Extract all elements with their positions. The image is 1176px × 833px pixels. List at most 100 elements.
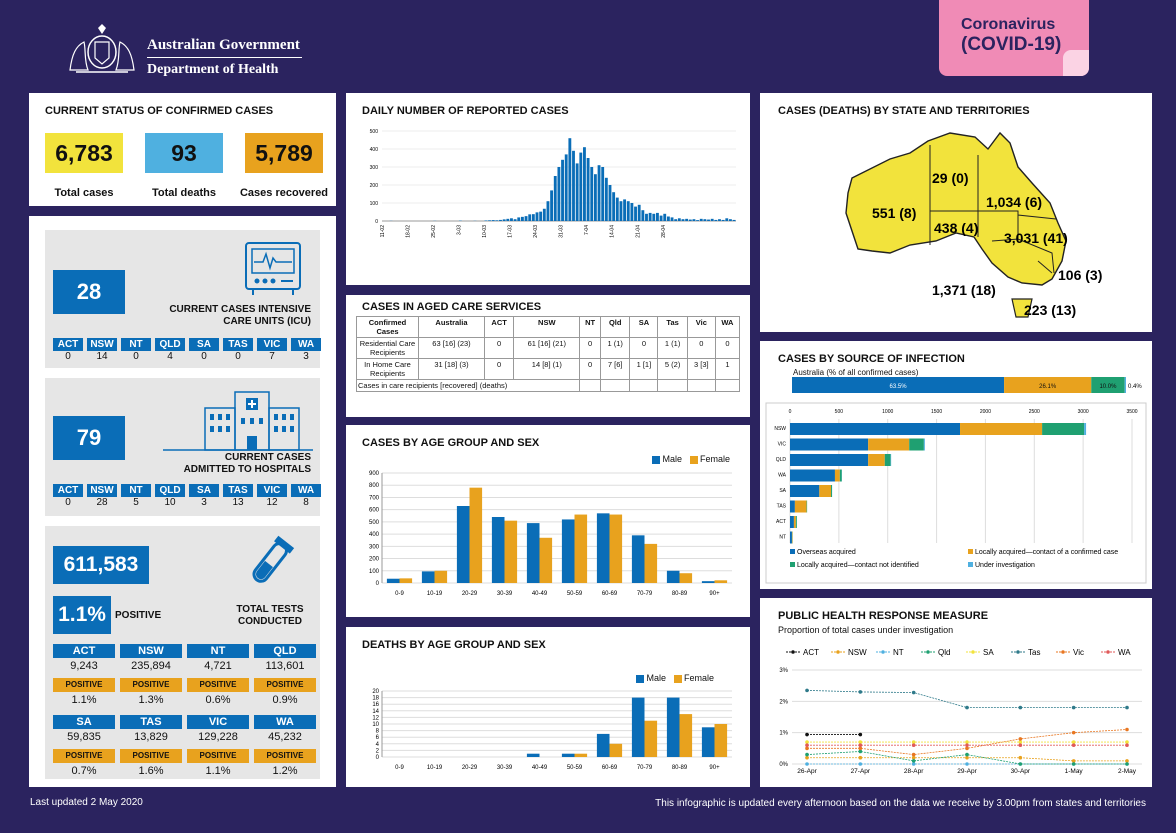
state-count-vic: 12: [266, 497, 278, 508]
x-tick: 80-89: [672, 765, 688, 771]
line-point-wa: [858, 743, 863, 747]
daily-bar: [502, 219, 506, 221]
aged-cell: [657, 379, 688, 392]
state-header-nt: NT: [121, 338, 151, 351]
aged-cell: 0: [579, 358, 601, 380]
daily-bar: [699, 218, 703, 221]
y-tick: 0: [375, 219, 378, 225]
x-tick: 2-May: [1118, 768, 1137, 775]
y-tick: 10: [372, 722, 379, 728]
aged-cell: 0: [714, 337, 741, 359]
legend-label: NSW: [848, 648, 867, 657]
state-count-qld: 4: [167, 351, 173, 362]
y-tick: 4: [376, 742, 380, 748]
test-state-qld: QLD 113,601 POSITIVE 0.9%: [254, 644, 316, 708]
test-count: 4,721: [204, 660, 232, 672]
aged-cell: 31 [18] (3): [418, 358, 485, 380]
y-tick: 2: [376, 748, 380, 754]
map-label-act: 106 (3): [1058, 267, 1102, 283]
aged-cell: 14 [8] (1): [513, 358, 581, 380]
x-tick: 10-19: [427, 591, 443, 597]
x-tick: 30-39: [497, 765, 513, 771]
aged-cell: [579, 379, 601, 392]
legend-label: Tas: [1028, 648, 1040, 657]
deaths-age-panel: DEATHS BY AGE GROUP AND SEX Male Female …: [346, 627, 750, 787]
pct-label: 26.1%: [1039, 384, 1057, 390]
bar-male: [456, 506, 470, 583]
legend-marker: [791, 650, 795, 654]
x-tick: 50-59: [567, 591, 583, 597]
positive-percent: 0.9%: [272, 694, 298, 706]
daily-bar: [666, 216, 670, 221]
line-point-vic: [858, 746, 863, 751]
aged-cell: Australia: [418, 316, 485, 338]
aged-cell: 3 [3]: [686, 358, 716, 380]
source-bar: [909, 438, 924, 451]
coat-of-arms-logo: [69, 24, 135, 73]
line-point-sa: [858, 740, 863, 744]
covid-badge: Coronavirus (COVID-19): [939, 0, 1089, 76]
daily-bar: [688, 219, 692, 221]
hospital-icon: [163, 391, 313, 451]
daily-bar: [652, 213, 656, 221]
x-tick: 50-59: [567, 765, 583, 771]
positive-percent: 1.1%: [205, 765, 231, 777]
public-health-title: PUBLIC HEALTH RESPONSE MEASURE: [778, 610, 989, 622]
state-count-wa: 8: [303, 497, 309, 508]
bar-male: [491, 517, 505, 583]
daily-bar: [703, 219, 707, 221]
aged-cell: 0: [686, 337, 716, 359]
y-tick: 700: [369, 495, 380, 501]
test-state-sa: SA 59,835 POSITIVE 0.7%: [53, 715, 115, 779]
y-tick: 8: [376, 729, 380, 735]
aged-cell: 1 (1): [599, 337, 631, 359]
aged-cell: SA: [629, 316, 659, 338]
aged-cell: WA: [714, 316, 741, 338]
x-tick: 20-29: [462, 765, 478, 771]
deaths-age-title: DEATHS BY AGE GROUP AND SEX: [362, 639, 546, 651]
daily-bar: [564, 154, 568, 221]
daily-bar: [612, 192, 616, 221]
x-tick: 28-04: [661, 225, 667, 238]
line-point-qld: [911, 759, 916, 763]
bar-male: [526, 753, 540, 757]
line-point-qld: [858, 749, 863, 754]
source-bar: [834, 469, 840, 482]
daily-bar: [539, 211, 543, 221]
x-tick: 70-79: [637, 765, 653, 771]
legend-female: Female: [699, 454, 730, 464]
daily-bar: [546, 201, 550, 221]
daily-bar: [583, 147, 586, 221]
state-count-sa: 3: [201, 497, 207, 508]
source-bar: [868, 438, 910, 451]
x-tick: 2000: [980, 409, 991, 415]
y-tick: SA: [779, 488, 786, 494]
x-tick: 28-Apr: [904, 768, 924, 775]
map-label-nt: 29 (0): [932, 170, 969, 186]
daily-bar: [707, 219, 710, 221]
aged-cell: 0: [579, 337, 601, 359]
hospital-state-counts: 0 28 5 10 3 13 12 8: [53, 497, 321, 508]
daily-bar: [663, 213, 667, 221]
positive-label: POSITIVE: [115, 610, 162, 621]
line-series-tas: [806, 689, 1127, 708]
source-bar: [831, 485, 833, 497]
x-tick: 30-39: [497, 591, 513, 597]
test-tube-icon: [252, 535, 295, 583]
tests-section: 611,583 1.1% POSITIVE TOTAL TESTS CONDUC…: [45, 526, 320, 779]
source-bar: [794, 500, 807, 513]
aged-cell: 5 (2): [657, 358, 688, 380]
state-header-qld: QLD: [155, 338, 185, 351]
aged-cell: 0: [629, 337, 659, 359]
pct-label: 0.4%: [1128, 384, 1142, 390]
state-count-act: 0: [65, 497, 71, 508]
daily-bar: [590, 167, 594, 221]
x-tick: 60-69: [602, 591, 618, 597]
line-point-tas: [1018, 705, 1023, 710]
y-tick: 300: [370, 165, 379, 171]
y-tick: 12: [372, 715, 379, 721]
aged-header-row: Confirmed Cases Australia ACT NSW NT Qld SA Tas…: [356, 316, 741, 338]
daily-bar: [674, 219, 678, 221]
daily-bar: [710, 218, 714, 221]
